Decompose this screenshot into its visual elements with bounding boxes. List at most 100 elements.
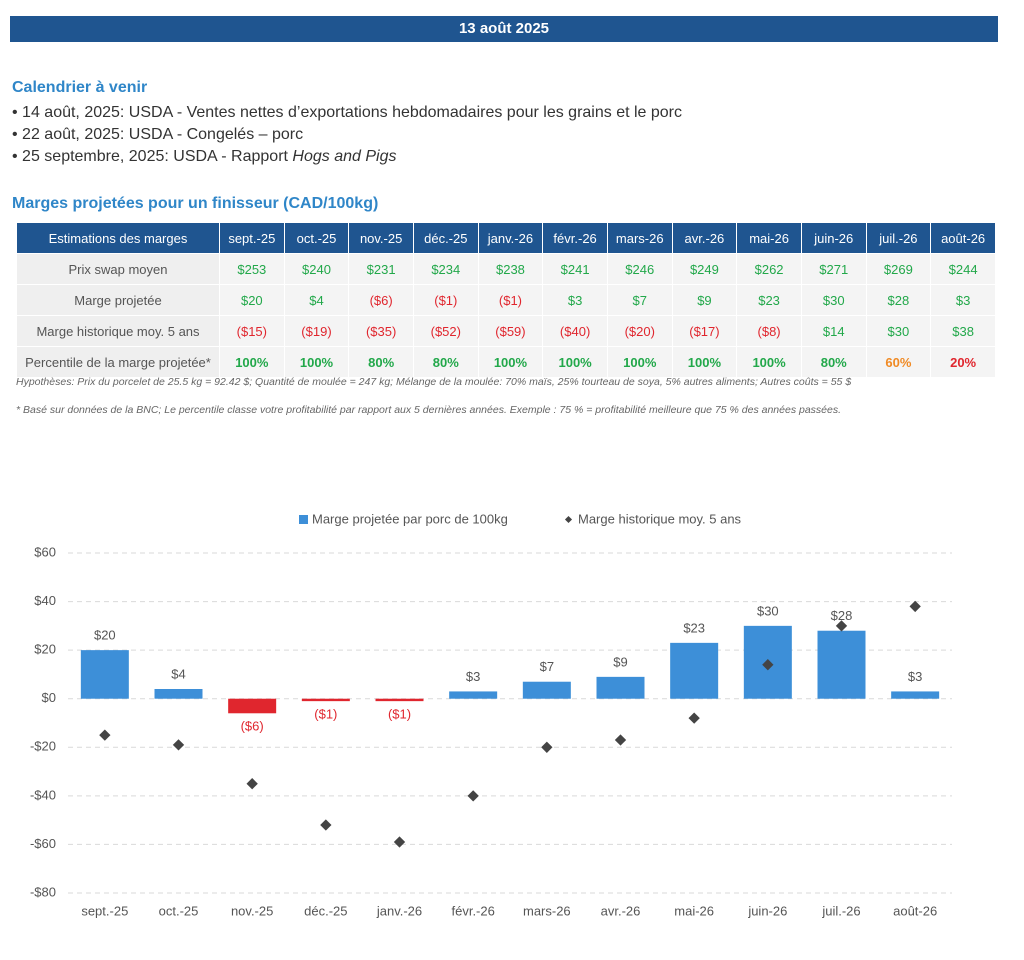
legend-swatch xyxy=(299,515,308,524)
row-label: Marge historique moy. 5 ans xyxy=(16,315,220,347)
cell: ($40) xyxy=(542,315,608,347)
marker xyxy=(909,600,921,613)
marker xyxy=(320,819,332,831)
chart: -$80 -$60 -$40 -$20 $0 $20 $40 $60 Marge projeté… xyxy=(30,511,952,918)
x-tick-label: août-26 xyxy=(893,903,937,918)
cell: ($8) xyxy=(736,315,802,347)
cell: 80% xyxy=(800,346,867,378)
marker xyxy=(614,734,627,746)
calendar-list: 14 août, 2025: USDA - Ventes nettes d’ex… xyxy=(12,102,682,168)
value-label: ($1) xyxy=(388,707,411,722)
marker xyxy=(99,729,111,741)
cell: ($1) xyxy=(477,284,544,316)
x-tick-label: nov.-25 xyxy=(231,903,273,918)
header-cell: févr.-26 xyxy=(542,222,608,254)
item-text: 14 août, 2025: USDA - Ventes nettes d’ex… xyxy=(22,104,683,121)
header-cell: juin-26 xyxy=(800,222,867,254)
table-row: Marge historique moy. 5 ans ($15) ($19) ($3… xyxy=(16,315,996,347)
assumptions-note: Hypothèses: Prix du porcelet de 25.5 kg … xyxy=(16,376,852,388)
y-tick-label: -$20 xyxy=(30,739,56,754)
x-tick-label: févr.-26 xyxy=(451,903,494,918)
cell: 100% xyxy=(477,346,544,378)
cell: 80% xyxy=(412,346,479,378)
bar xyxy=(449,691,498,699)
x-tick-label: janv.-26 xyxy=(376,903,422,918)
table-title: Marges projetées pour un finisseur (CAD/… xyxy=(12,195,379,212)
cell: $231 xyxy=(348,253,414,285)
value-label: $30 xyxy=(757,603,779,618)
calendar-title: Calendrier à venir xyxy=(12,79,148,96)
cell: $14 xyxy=(800,315,867,347)
header-cell: août-26 xyxy=(930,222,996,254)
cell: $23 xyxy=(736,284,802,316)
bar xyxy=(522,681,571,699)
bar xyxy=(301,698,350,702)
header-cell: mars-26 xyxy=(606,222,673,254)
cell: 60% xyxy=(865,346,932,378)
cell: $234 xyxy=(412,253,479,285)
marker xyxy=(541,741,553,753)
cell: ($1) xyxy=(412,284,479,316)
x-tick-label: oct.-25 xyxy=(159,903,199,918)
legend-label: Marge historique moy. 5 ans xyxy=(578,511,742,526)
bar xyxy=(80,650,129,699)
cell: $244 xyxy=(930,253,996,285)
header-cell: Estimations des marges xyxy=(16,222,220,254)
value-label: $20 xyxy=(94,628,116,643)
date-banner: 13 août 2025 xyxy=(10,16,998,42)
table-row: Marge projetée $20 $4 ($6) ($1) ($1) $3 $7 $9 $23… xyxy=(16,284,996,316)
calendar-item: 14 août, 2025: USDA - Ventes nettes d’ex… xyxy=(12,102,682,124)
marker xyxy=(246,778,258,790)
cell: $4 xyxy=(283,284,350,316)
cell: $240 xyxy=(283,253,350,285)
marker xyxy=(467,790,479,802)
cell: ($15) xyxy=(219,315,285,347)
cell: ($59) xyxy=(477,315,544,347)
cell: $249 xyxy=(671,253,738,285)
value-label: $28 xyxy=(831,608,853,623)
legend-swatch xyxy=(564,515,573,524)
marker xyxy=(688,712,700,724)
header-cell: nov.-25 xyxy=(348,222,414,254)
x-tick-label: mars-26 xyxy=(523,903,571,918)
cell: ($52) xyxy=(412,315,479,347)
value-label: $9 xyxy=(613,654,627,669)
cell: ($35) xyxy=(348,315,414,347)
table-row: Percentile de la marge projetée* 100% 100%… xyxy=(16,346,996,378)
bar xyxy=(375,698,424,702)
x-tick-label: mai-26 xyxy=(674,903,714,918)
x-tick-label: déc.-25 xyxy=(304,903,347,918)
cell: 100% xyxy=(671,346,738,378)
row-label: Prix swap moyen xyxy=(16,253,220,285)
bar xyxy=(596,676,645,699)
item-italic: Hogs and Pigs xyxy=(292,148,397,165)
margin-table: Estimations des marges sept.-25 oct.-25 nov… xyxy=(16,222,996,378)
cell: ($6) xyxy=(348,284,414,316)
marker xyxy=(172,739,185,751)
value-label: $7 xyxy=(540,659,554,674)
cell: $262 xyxy=(736,253,802,285)
y-tick-label: $40 xyxy=(34,593,56,608)
cell: 80% xyxy=(348,346,414,378)
y-tick-label: $20 xyxy=(34,642,56,657)
value-label: $23 xyxy=(683,620,705,635)
marker xyxy=(835,620,848,632)
y-tick-label: $0 xyxy=(42,690,56,705)
cell: ($20) xyxy=(606,315,673,347)
value-label: ($6) xyxy=(241,719,264,734)
value-label: $3 xyxy=(908,669,922,684)
x-tick-label: sept.-25 xyxy=(81,903,128,918)
item-text: 25 septembre, 2025: USDA - Rapport xyxy=(22,148,293,165)
y-tick-label: $60 xyxy=(34,544,56,559)
header-cell: oct.-25 xyxy=(283,222,350,254)
cell: 20% xyxy=(930,346,996,378)
cell: ($19) xyxy=(283,315,350,347)
cell: $20 xyxy=(219,284,285,316)
cell: $30 xyxy=(800,284,867,316)
cell: $38 xyxy=(930,315,996,347)
footnote: * Basé sur données de la BNC; Le percent… xyxy=(16,404,842,416)
cell: $3 xyxy=(542,284,608,316)
header-cell: juil.-26 xyxy=(865,222,932,254)
cell: 100% xyxy=(283,346,350,378)
cell: $28 xyxy=(865,284,932,316)
